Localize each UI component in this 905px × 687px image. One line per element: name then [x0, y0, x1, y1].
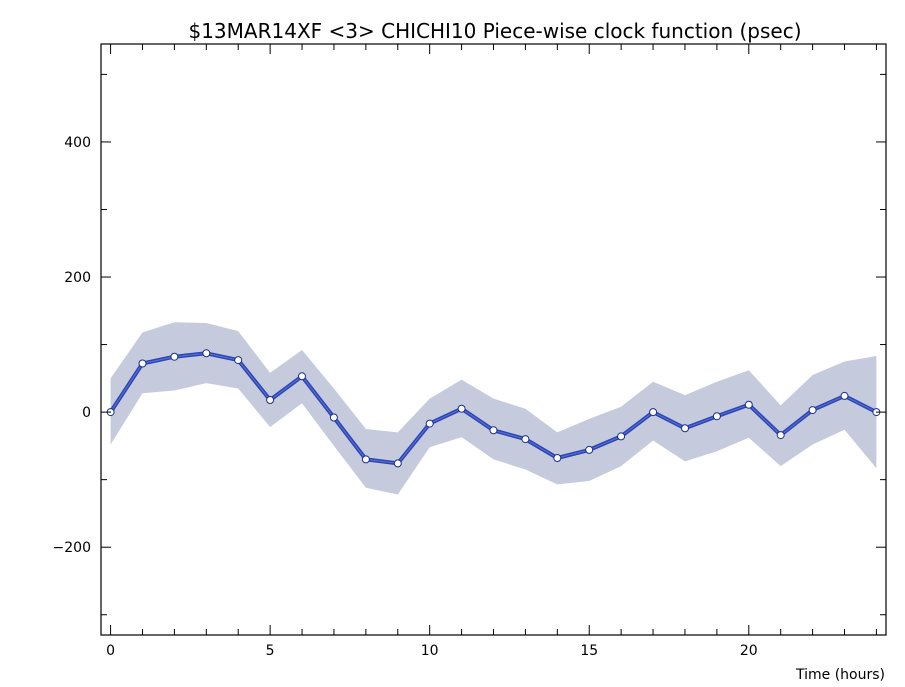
data-point	[329, 413, 338, 422]
data-point	[457, 404, 466, 413]
data-point	[712, 412, 721, 421]
data-point	[521, 435, 530, 444]
error-band-layer	[110, 322, 877, 495]
x-axis-label: Time (hours)	[795, 667, 885, 683]
data-point	[361, 455, 370, 464]
data-point	[649, 408, 658, 417]
data-point	[776, 431, 785, 440]
data-point	[234, 356, 243, 365]
data-point	[840, 391, 849, 400]
data-point	[202, 349, 211, 358]
data-point	[266, 396, 275, 404]
x-tick-label: 0	[106, 643, 115, 659]
x-tick-label: 5	[266, 643, 275, 659]
y-tick-label: 400	[64, 135, 91, 151]
chart-title: $13MAR14XF <3> CHICHI10 Piece-wise clock…	[188, 19, 801, 43]
y-tick-labels: −200 0 200 400	[53, 135, 91, 556]
x-tick-label: 10	[421, 643, 439, 659]
data-point	[138, 359, 147, 368]
data-point	[170, 352, 179, 361]
y-tick-label: 200	[64, 270, 91, 286]
data-point	[744, 400, 753, 409]
data-point	[298, 372, 306, 381]
data-point-layer	[106, 349, 881, 468]
data-point	[489, 426, 498, 435]
x-tick-labels: 0 5 10 15 20	[106, 643, 758, 659]
x-tick-label: 20	[740, 643, 758, 659]
error-band	[110, 322, 877, 495]
data-point	[553, 454, 562, 462]
y-tick-label: −200	[53, 540, 91, 556]
data-point	[808, 406, 817, 415]
data-point	[393, 459, 402, 468]
y-tick-label: 0	[82, 405, 91, 421]
axis-tick-layer	[101, 44, 886, 635]
x-tick-label: 15	[580, 643, 598, 659]
data-point	[617, 432, 626, 441]
data-point	[681, 424, 689, 433]
data-point	[425, 419, 434, 428]
data-point	[585, 445, 594, 454]
